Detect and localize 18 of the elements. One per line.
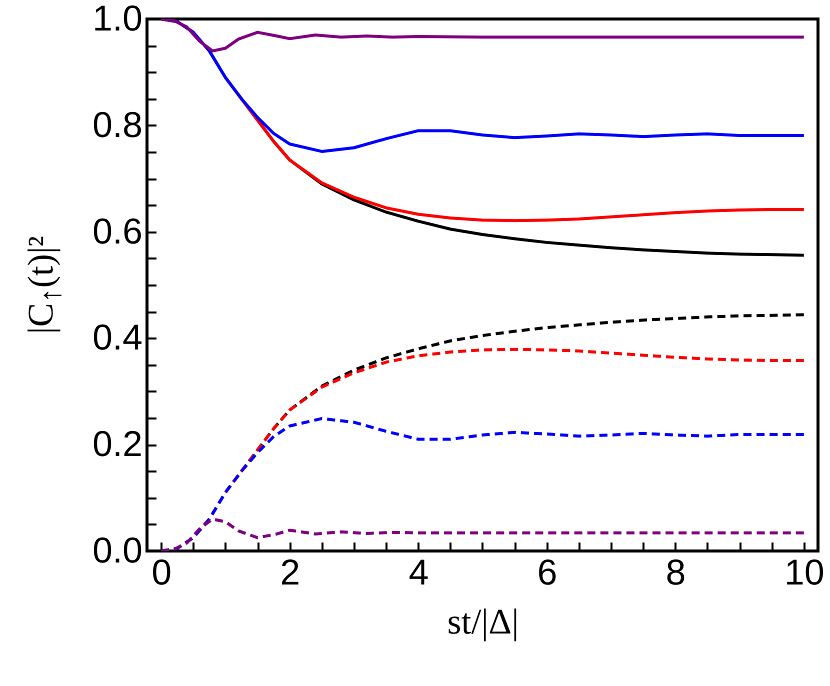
y-tick-label: 0.8 (92, 104, 142, 145)
x-tick-label: 2 (280, 552, 300, 592)
x-tick-label: 4 (408, 552, 429, 592)
line-series (160, 518, 806, 551)
line-series (160, 19, 806, 52)
x-tick-label: 6 (537, 552, 558, 592)
x-tick-label: 8 (666, 552, 686, 592)
y-tick-label: 0.0 (92, 530, 142, 570)
line-series (224, 348, 806, 494)
y-tick-label: 0.6 (92, 210, 142, 252)
y-tick-label: 0.2 (92, 423, 142, 464)
y-tick-label: 0.4 (92, 316, 142, 358)
x-axis-title: st/|Δ| (447, 602, 519, 642)
x-tick-label: 0 (152, 552, 172, 592)
line-series (160, 19, 806, 153)
y-tick-label: 1.0 (92, 0, 142, 38)
x-tick-label: 10 (784, 552, 824, 592)
line-series (160, 417, 806, 551)
